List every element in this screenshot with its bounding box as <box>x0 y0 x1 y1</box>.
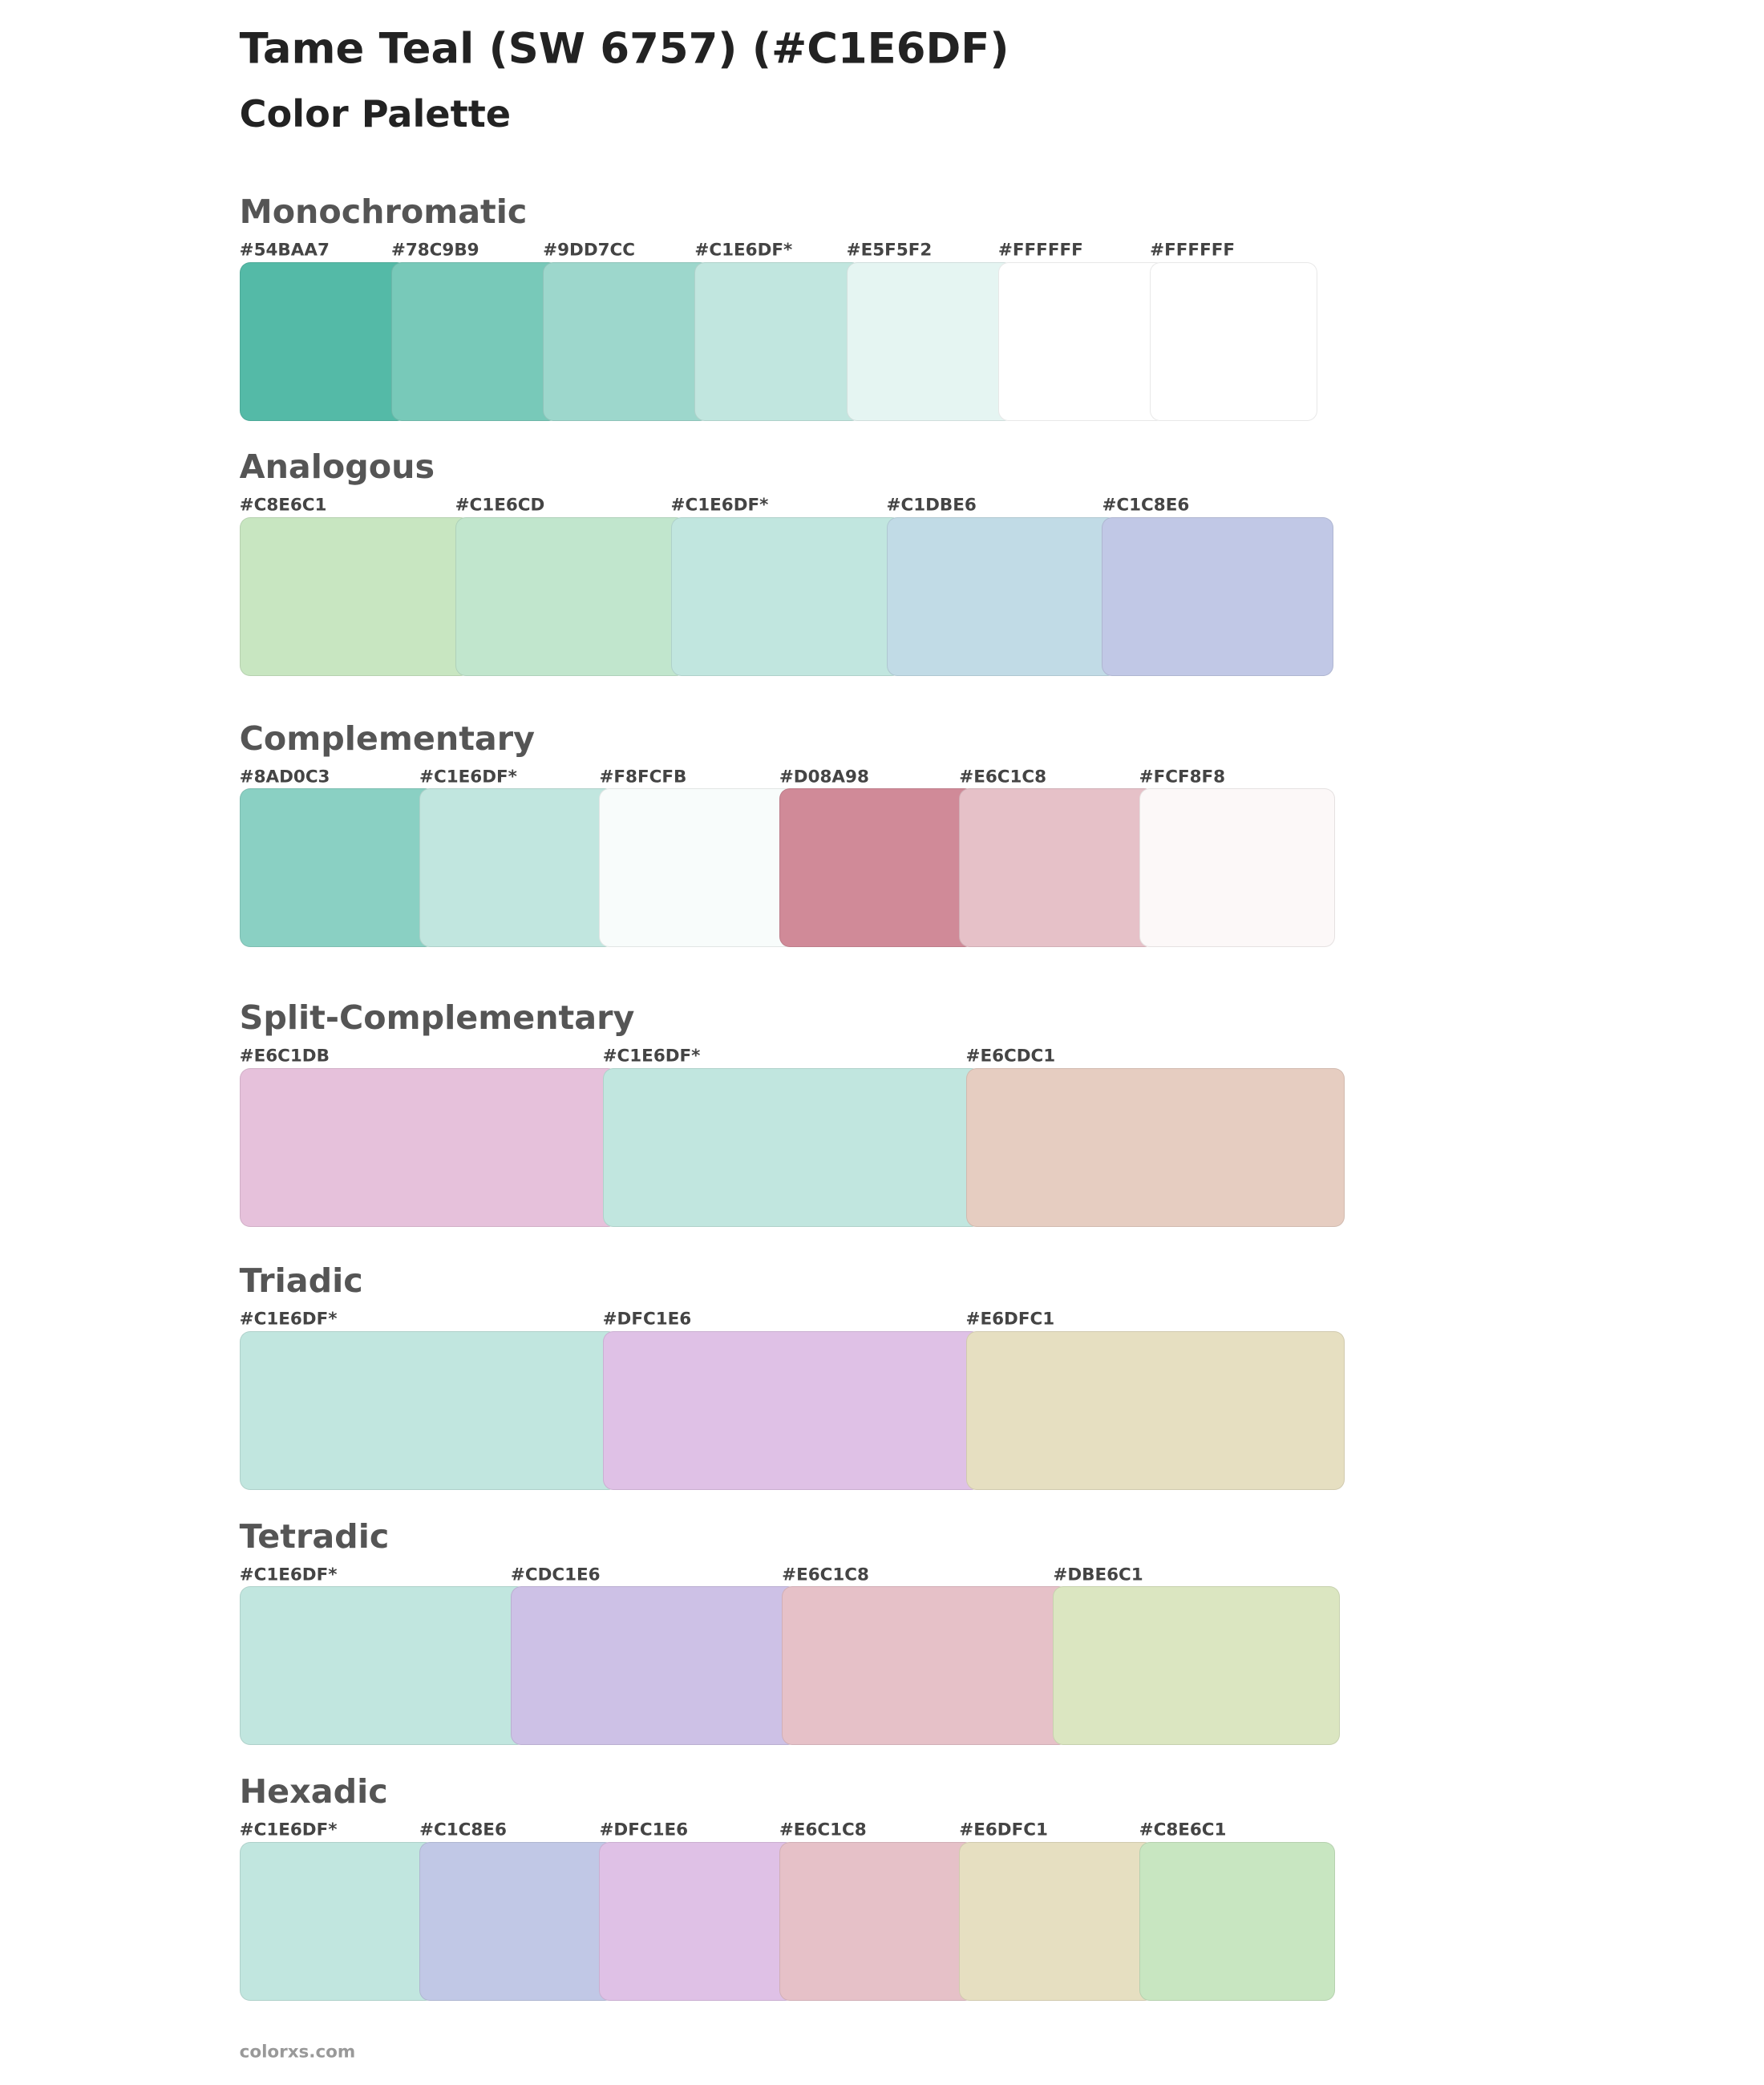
swatch <box>694 261 863 421</box>
section-title: Analogous <box>239 447 435 487</box>
swatch <box>1150 261 1318 421</box>
swatch-label: #CDC1E6 <box>510 1565 601 1585</box>
swatch <box>779 1841 976 2001</box>
swatch <box>602 1330 982 1490</box>
swatch <box>670 517 903 677</box>
swatch-label: #C1E6DF* <box>694 240 793 261</box>
swatch-label: #E6C1C8 <box>782 1565 869 1585</box>
swatch-label: #DFC1E6 <box>602 1309 692 1330</box>
swatch <box>602 1067 982 1227</box>
section-title: Complementary <box>239 719 535 758</box>
swatch-label: #FCF8F8 <box>1139 767 1226 787</box>
swatch-label: #C1E6DF* <box>239 1565 338 1585</box>
swatch-label: #78C9B9 <box>390 240 479 261</box>
swatch <box>965 1067 1345 1227</box>
swatch-label: #8AD0C3 <box>239 767 330 787</box>
swatch <box>846 261 1014 421</box>
swatch-label: #E6C1C8 <box>779 1820 867 1840</box>
swatch-label: #C1C8E6 <box>1102 495 1190 516</box>
swatch <box>419 1841 616 2001</box>
page-subtitle: Color Palette <box>239 91 512 136</box>
swatch <box>1139 1841 1335 2001</box>
swatch-label: #54BAA7 <box>239 240 330 261</box>
section-title: Triadic <box>239 1261 363 1301</box>
footer: colorxs.com <box>239 2042 356 2063</box>
swatch <box>455 517 687 677</box>
swatch <box>599 788 795 948</box>
swatch <box>543 261 711 421</box>
section-title: Hexadic <box>239 1772 388 1812</box>
swatch <box>239 517 471 677</box>
swatch <box>510 1586 798 1746</box>
swatch-label: #E6C1C8 <box>959 767 1047 787</box>
swatch <box>886 517 1119 677</box>
swatch-label: #DFC1E6 <box>599 1820 689 1840</box>
swatch-label: #E5F5F2 <box>846 240 933 261</box>
swatch <box>959 788 1155 948</box>
swatch-label: #C1E6DF* <box>419 767 517 787</box>
swatch <box>390 261 559 421</box>
section-title: Split-Complementary <box>239 998 635 1037</box>
swatch-label: #F8FCFB <box>599 767 687 787</box>
swatch <box>239 261 407 421</box>
swatch-label: #C8E6C1 <box>239 495 327 516</box>
swatch-label: #C8E6C1 <box>1139 1820 1227 1840</box>
swatch <box>959 1841 1155 2001</box>
swatch-label: #C1E6DF* <box>670 495 769 516</box>
swatch-label: #C1C8E6 <box>419 1820 507 1840</box>
swatch-label: #E6DFC1 <box>965 1309 1055 1330</box>
swatch-label: #E6CDC1 <box>965 1046 1056 1067</box>
swatch <box>997 261 1166 421</box>
swatch-label: #C1E6CD <box>455 495 545 516</box>
swatch <box>239 1586 527 1746</box>
swatch-label: #FFFFFF <box>1150 240 1235 261</box>
swatch-label: #9DD7CC <box>543 240 636 261</box>
swatch-label: #E6C1DB <box>239 1046 330 1067</box>
swatch-label: #C1E6DF* <box>239 1820 338 1840</box>
swatch <box>779 788 976 948</box>
swatch-label: #C1E6DF* <box>602 1046 701 1067</box>
swatch-label: #FFFFFF <box>997 240 1083 261</box>
section-title: Monochromatic <box>239 192 528 231</box>
swatch <box>419 788 616 948</box>
swatch <box>1053 1586 1341 1746</box>
swatch-label: #D08A98 <box>779 767 869 787</box>
swatch <box>1139 788 1335 948</box>
swatch <box>782 1586 1070 1746</box>
swatch <box>1102 517 1334 677</box>
swatch-label: #E6DFC1 <box>959 1820 1048 1840</box>
swatch <box>599 1841 795 2001</box>
swatch-label: #DBE6C1 <box>1053 1565 1143 1585</box>
page-title: Tame Teal (SW 6757) (#C1E6DF) <box>239 24 1009 74</box>
swatch-label: #C1DBE6 <box>886 495 977 516</box>
section-title: Tetradic <box>239 1516 390 1556</box>
swatch <box>239 1841 435 2001</box>
swatch <box>239 1067 619 1227</box>
swatch <box>239 788 435 948</box>
swatch <box>965 1330 1345 1490</box>
swatch <box>239 1330 619 1490</box>
swatch-label: #C1E6DF* <box>239 1309 338 1330</box>
